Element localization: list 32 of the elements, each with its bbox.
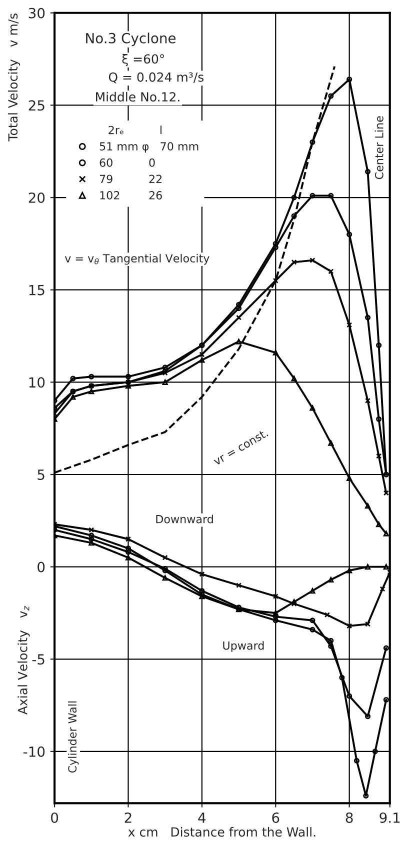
x-tick-label: 9.1 bbox=[380, 812, 400, 823]
legend-label: 102 26 bbox=[100, 191, 162, 200]
annotation: Middle No.12. bbox=[96, 92, 180, 102]
annotation: v = v$_{θ}$ Tangential Velocity bbox=[64, 254, 210, 265]
y-tick-label: 5 bbox=[38, 470, 44, 480]
annotation: Upward bbox=[223, 641, 264, 652]
x-tick-label: 6 bbox=[272, 812, 280, 823]
text: ξ =60° bbox=[122, 54, 164, 66]
y-tick-label: -5 bbox=[32, 654, 44, 665]
text: No.3 Cyclone bbox=[86, 32, 176, 46]
y-tick-label: -10 bbox=[24, 746, 45, 757]
y-tick-label: 15 bbox=[29, 285, 44, 296]
y-axis-title: Total Velocity v m/s bbox=[8, 13, 20, 142]
annotation: Center Line bbox=[374, 116, 384, 180]
legend-title: 2rₑ l bbox=[108, 126, 162, 134]
legend-label: 79 22 bbox=[100, 174, 162, 184]
y-tick-label: 20 bbox=[28, 192, 45, 204]
x-tick-label: 0 bbox=[51, 812, 58, 823]
legend-label: 51 mm φ 70 mm bbox=[100, 142, 198, 153]
annotation: Cylinder Wall bbox=[68, 701, 79, 773]
x-tick-label: 4 bbox=[198, 812, 206, 823]
y-tick-label: 25 bbox=[28, 100, 44, 111]
x-tick-label: 8 bbox=[346, 812, 353, 823]
annotation: Downward bbox=[156, 514, 213, 524]
y-tick-label: 30 bbox=[28, 8, 45, 18]
y-tick-label: 0 bbox=[38, 562, 45, 572]
legend-label: 60 0 bbox=[100, 158, 155, 167]
x-tick-label: 2 bbox=[124, 812, 132, 823]
x-axis-title: x cm Distance from the Wall. bbox=[128, 827, 316, 837]
y-tick-label: 10 bbox=[29, 377, 45, 388]
text: Axial Velocity v$_{z}$ bbox=[18, 606, 30, 714]
annotation: Q = 0.024 m³/s bbox=[108, 72, 204, 84]
